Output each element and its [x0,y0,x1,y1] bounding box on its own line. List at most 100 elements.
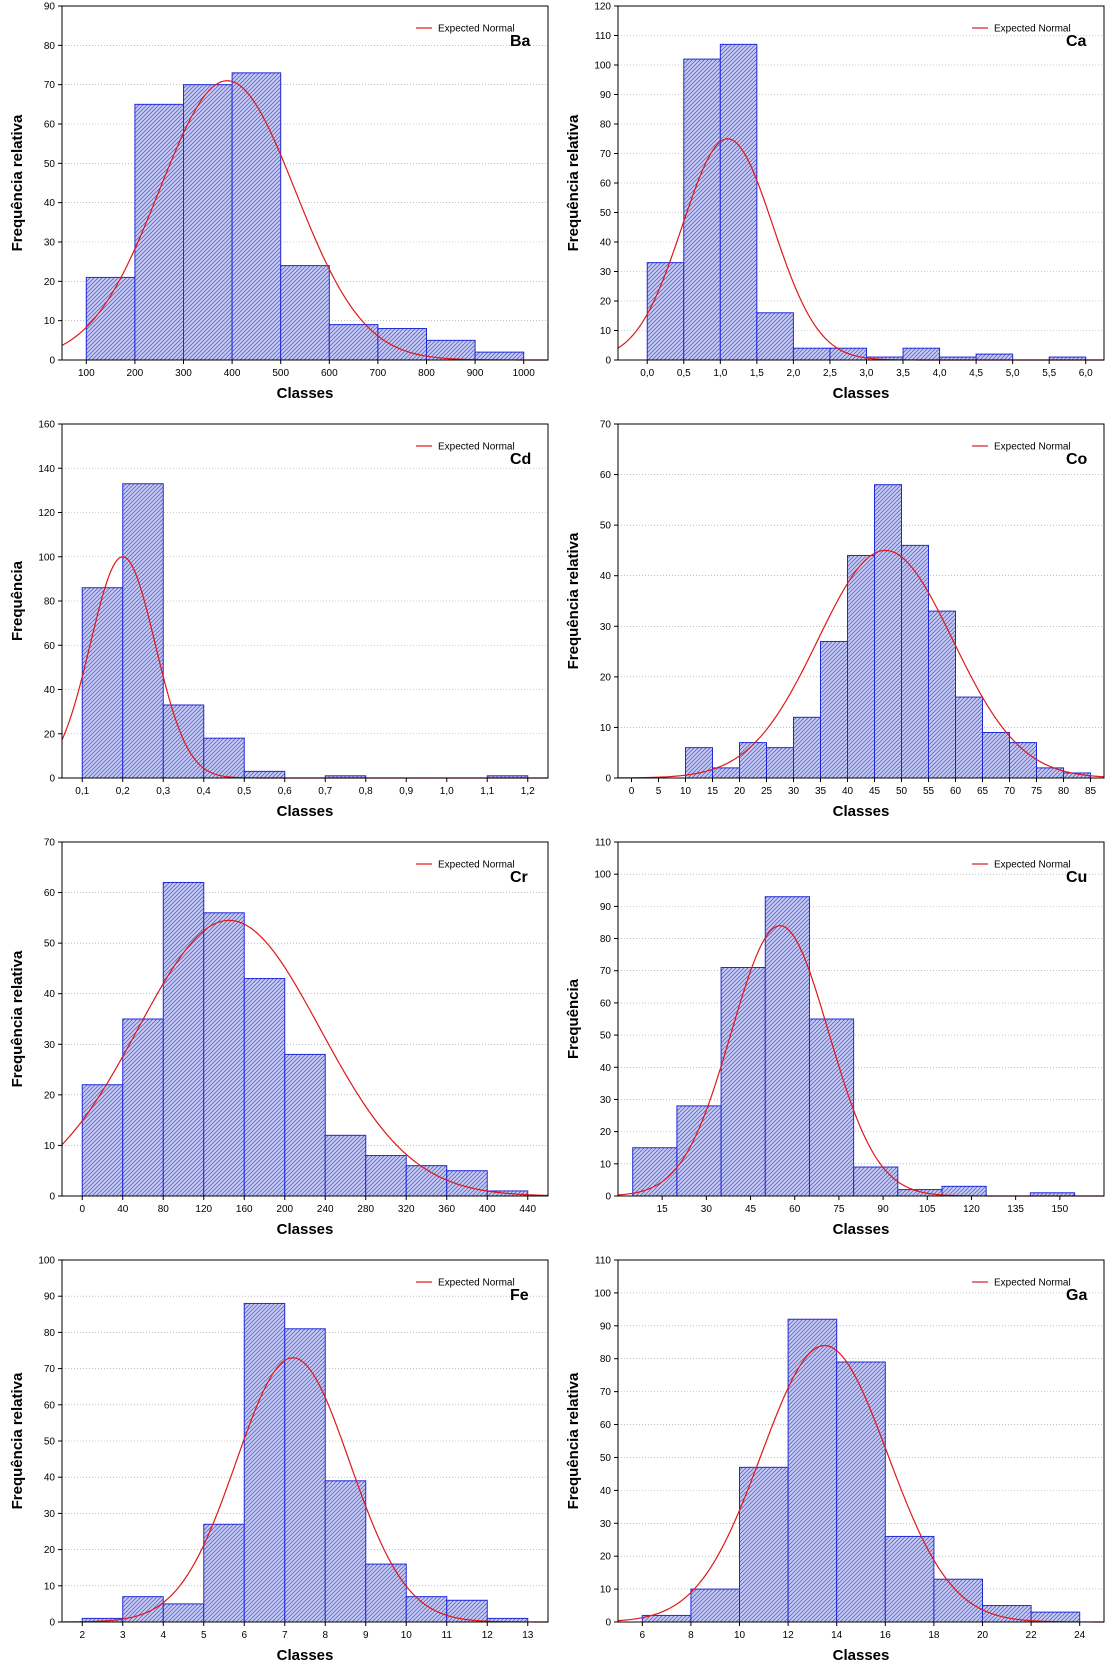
histogram-bar [884,1535,935,1623]
histogram-bar [853,1166,899,1197]
y-tick-label: 10 [44,1581,56,1592]
x-tick-label: 80 [158,1204,170,1215]
histogram-bar [231,72,282,361]
histogram-co: 0 10 20 30 40 50 60 70 0 5 10 15 20 25 30 35 40 45 50 55 60 6… [565,420,1105,820]
x-tick-label: 80 [1058,786,1070,797]
histogram-bar [1009,742,1037,779]
x-tick-label: 360 [438,1204,455,1215]
y-tick-label: 50 [44,159,56,170]
panel-title: Ga [1066,1287,1087,1304]
y-axis-label: Frequência relativa [9,950,26,1087]
y-tick-label: 120 [38,508,55,519]
legend-label: Expected Normal [994,1278,1071,1289]
histogram-bar [646,262,685,361]
histogram-bar [902,347,941,361]
histogram-bar [446,1599,488,1623]
y-tick-label: 0 [49,1192,55,1203]
y-tick-label: 60 [600,1420,612,1431]
expected-normal-curve [61,80,548,361]
expected-normal-curve [61,1357,548,1623]
y-tick-label: 20 [44,1090,56,1101]
histogram-bar [365,1563,407,1623]
y-tick-label: 20 [44,729,56,740]
x-tick-label: 4,5 [969,368,983,379]
expected-normal-curve [61,919,549,1196]
histogram-bar [81,587,124,779]
x-tick-label: 6 [640,1630,646,1641]
y-tick-label: 50 [44,939,56,950]
histogram-ga: 0 10 20 30 40 50 60 70 80 90 100 110 6 8 10 12 14 16 18 20 2… [565,1256,1105,1664]
y-tick-label: 10 [600,1159,612,1170]
x-tick-label: 400 [224,368,241,379]
y-tick-label: 70 [600,420,612,431]
x-tick-label: 2,0 [786,368,800,379]
y-tick-label: 90 [44,1292,56,1303]
y-tick-label: 40 [600,571,612,582]
y-tick-label: 70 [44,838,56,849]
y-tick-label: 40 [600,238,612,249]
histogram-bar [134,103,184,361]
histogram-bar [955,696,983,779]
x-tick-label: 15 [707,786,719,797]
histogram-bar [324,1480,367,1623]
y-tick-label: 90 [600,90,612,101]
histogram-bar [243,1302,286,1623]
histogram-ba: 0 10 20 30 40 50 60 70 80 90 100 200 300 400 500 600 700… [9,2,549,402]
y-tick-label: 40 [44,198,56,209]
x-tick-label: 1,5 [750,368,764,379]
y-tick-label: 20 [600,1552,612,1563]
x-tick-label: 15 [657,1204,669,1215]
histogram-bar [808,1018,855,1197]
y-axis-label: Frequência relativa [9,1372,26,1509]
x-tick-label: 12 [783,1630,795,1641]
y-tick-label: 60 [44,641,56,652]
legend-label: Expected Normal [438,24,515,35]
legend-label: Expected Normal [994,442,1071,453]
histogram-bar [820,640,848,779]
histogram-bar [405,1165,448,1197]
x-tick-label: 24 [1074,1630,1086,1641]
histogram-bar [897,1189,943,1197]
histogram-bar [446,1170,488,1197]
y-tick-label: 80 [44,1328,56,1339]
x-tick-label: 11 [442,1630,453,1641]
histogram-bar [284,1053,326,1197]
x-tick-label: 12 [482,1630,494,1641]
x-tick-label: 3,5 [896,368,910,379]
histogram-bar [203,1523,245,1623]
plot-frame [617,5,1105,361]
y-tick-label: 50 [600,1453,612,1464]
x-axis-label: Classes [833,385,890,402]
x-tick-label: 900 [467,368,484,379]
x-tick-label: 40 [117,1204,129,1215]
x-tick-label: 90 [878,1204,890,1215]
x-axis-label: Classes [277,1221,334,1238]
y-tick-label: 20 [44,1545,56,1556]
x-tick-label: 10 [401,1630,413,1641]
x-tick-label: 200 [276,1204,293,1215]
x-tick-label: 1,0 [713,368,727,379]
histogram-cr: 0 10 20 30 40 50 60 70 0 40 80 120 160 200 240 280 320 36… [9,838,549,1238]
plot-frame [617,1259,1105,1623]
x-tick-label: 500 [272,368,289,379]
x-tick-label: 35 [815,786,827,797]
x-tick-label: 45 [869,786,881,797]
legend-label: Expected Normal [438,860,515,871]
x-tick-label: 160 [236,1204,253,1215]
x-tick-label: 600 [321,368,338,379]
histogram-bar [928,610,956,779]
y-tick-label: 110 [595,31,611,42]
x-axis-label: Classes [277,803,334,820]
x-tick-label: 7 [282,1630,288,1641]
histogram-bar [933,1578,983,1623]
x-tick-label: 0,7 [318,786,332,797]
y-tick-label: 40 [600,1063,612,1074]
x-axis-label: Classes [833,1647,890,1664]
x-tick-label: 300 [175,368,192,379]
x-axis-label: Classes [277,385,334,402]
y-tick-label: 30 [600,1519,612,1530]
x-tick-label: 0,5 [677,368,691,379]
histogram-bar [719,43,758,361]
x-tick-label: 1,2 [521,786,535,797]
x-tick-label: 0,3 [156,786,170,797]
